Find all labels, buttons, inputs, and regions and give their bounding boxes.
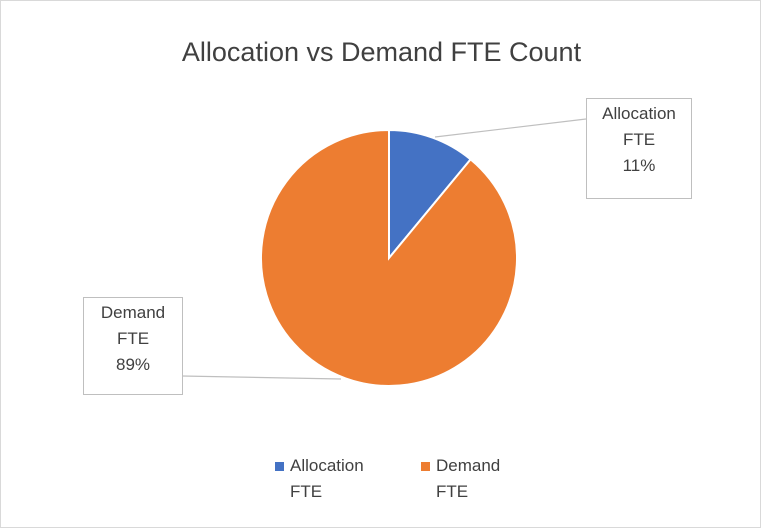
- legend-item: Demand FTE: [421, 453, 521, 505]
- data-label-value: 11%: [622, 156, 656, 175]
- data-label: Demand FTE 89%: [83, 297, 183, 395]
- legend: Allocation FTE Demand FTE: [275, 453, 521, 505]
- pie-slice: [260, 128, 518, 387]
- legend-swatch: [275, 462, 284, 471]
- chart-title: Allocation vs Demand FTE Count: [181, 37, 582, 67]
- pie-slice: [388, 128, 472, 261]
- legend-swatch: [421, 462, 430, 471]
- data-label-value: 89%: [115, 355, 151, 374]
- data-label-category: Demand FTE: [100, 303, 166, 348]
- leader-line: [181, 375, 342, 380]
- legend-label: Demand FTE: [436, 456, 501, 501]
- data-label-category: Allocation FTE: [602, 104, 676, 149]
- data-label: Allocation FTE 11%: [586, 98, 692, 199]
- legend-label: Allocation FTE: [290, 456, 364, 501]
- legend-item: Allocation FTE: [275, 453, 375, 505]
- leader-line: [434, 118, 587, 138]
